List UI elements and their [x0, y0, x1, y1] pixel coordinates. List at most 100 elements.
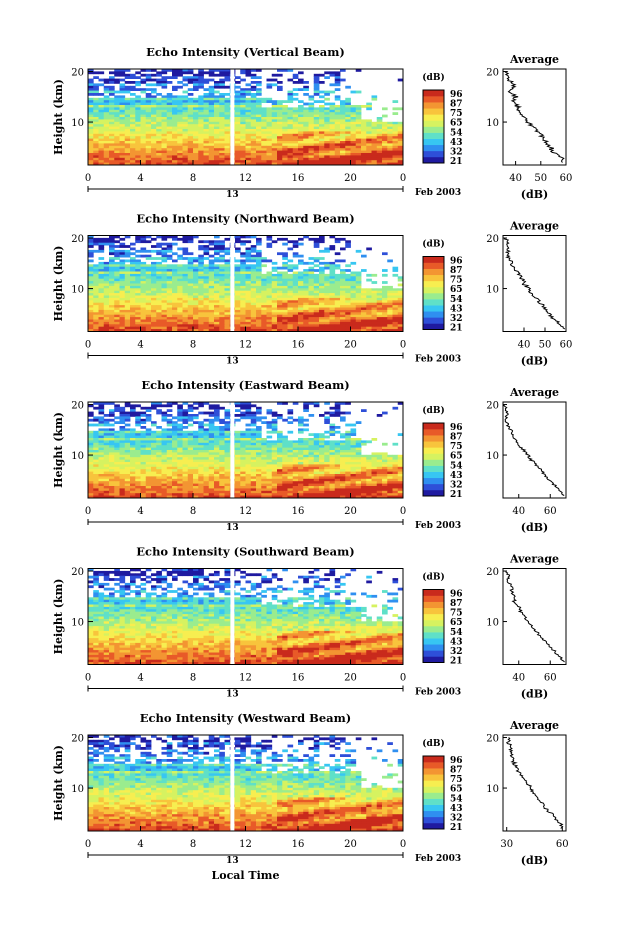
heatmap-cell [114, 153, 120, 156]
heatmap-cell [308, 276, 315, 280]
heatmap-cell [161, 466, 168, 470]
heatmap-cell [219, 297, 225, 301]
heatmap-cell [109, 157, 115, 161]
heatmap-cell [151, 462, 157, 465]
heatmap-cell [103, 90, 110, 94]
heatmap-cell [308, 450, 315, 453]
heatmap-cell [387, 126, 393, 130]
heatmap-cell [88, 145, 94, 149]
heatmap-cell [124, 428, 131, 432]
heatmap-cell [277, 416, 283, 420]
heatmap-cell [334, 297, 341, 301]
heatmap-cell [208, 131, 215, 135]
heatmap-cell [208, 452, 215, 456]
heatmap-cell [319, 329, 325, 332]
heatmap-cell [103, 307, 110, 311]
heatmap-cell [250, 160, 257, 163]
heatmap-cell [161, 254, 168, 258]
heatmap-cell [256, 273, 262, 277]
heatmap-cell [397, 402, 404, 405]
heatmap-cell [172, 69, 178, 72]
heatmap-cell [324, 141, 330, 144]
heatmap-cell [161, 160, 168, 163]
heatmap-cell [261, 155, 267, 159]
heatmap-cell [161, 121, 168, 125]
heatmap-cell [366, 155, 372, 159]
heatmap-cell [151, 321, 157, 325]
heatmap-cell [397, 138, 404, 142]
heatmap-cell [114, 302, 120, 306]
heatmap-cell [334, 329, 341, 332]
heatmap-cell [266, 155, 273, 159]
heatmap-cell [203, 295, 210, 299]
heatmap-cell [340, 459, 346, 463]
heatmap-cell [119, 100, 126, 103]
heatmap-cell [193, 447, 199, 451]
heatmap-cell [140, 307, 147, 311]
heatmap-cell [240, 264, 246, 268]
heatmap-cell [208, 438, 215, 441]
heatmap-cell [208, 411, 215, 415]
heatmap-cell [166, 235, 173, 239]
heatmap-cell [109, 81, 115, 84]
heatmap-cell [214, 457, 220, 460]
heatmap-cell [219, 438, 225, 441]
heatmap-cell [88, 141, 94, 144]
heatmap-cell [124, 97, 131, 101]
heatmap-cell [156, 305, 162, 308]
heatmap-cell [240, 430, 246, 434]
heatmap-cell [392, 141, 399, 144]
heatmap-cell [198, 438, 204, 441]
heatmap-cell [130, 124, 136, 127]
heatmap-cell [292, 160, 299, 163]
heatmap-cell [182, 300, 189, 304]
heatmap-cell [308, 124, 315, 127]
heatmap-cell [256, 136, 262, 139]
heatmap-cell [235, 283, 241, 287]
heatmap-cell [109, 464, 115, 468]
heatmap-cell [193, 76, 199, 79]
heatmap-cell [203, 240, 210, 244]
heatmap-cell [334, 411, 341, 415]
heatmap-cell [214, 271, 220, 275]
heatmap-cell [250, 321, 257, 325]
heatmap-cell [313, 150, 320, 154]
heatmap-cell [366, 290, 372, 294]
heatmap-cell [287, 240, 294, 244]
heatmap-cell [151, 404, 157, 408]
heatmap-cell [166, 117, 173, 120]
heatmap-cell [103, 324, 110, 328]
heatmap-cell [250, 433, 257, 436]
heatmap-cell [371, 300, 378, 304]
heatmap-cell [282, 155, 288, 159]
heatmap-cell [240, 440, 246, 444]
heatmap-cell [166, 321, 173, 325]
heatmap-cell [166, 97, 173, 101]
heatmap-cell [114, 155, 120, 159]
heatmap-cell [266, 281, 273, 284]
heatmap-cell [214, 114, 220, 118]
heatmap-cell [250, 141, 257, 144]
heatmap-cell [355, 126, 362, 130]
heatmap-cell [355, 119, 362, 123]
heatmap-cell [250, 69, 257, 72]
heatmap-cell [355, 309, 362, 313]
heatmap-cell [145, 317, 152, 320]
heatmap-cell [161, 136, 168, 139]
heatmap-cell [156, 73, 162, 77]
heatmap-cell [240, 305, 246, 308]
heatmap-cell [240, 402, 246, 405]
heatmap-cell [193, 450, 199, 453]
heatmap-cell [235, 124, 241, 127]
heatmap-cell [366, 329, 372, 332]
heatmap-cell [350, 121, 357, 125]
heatmap-cell [345, 242, 351, 246]
heatmap-cell [166, 162, 173, 166]
heatmap-cell [298, 317, 304, 320]
heatmap-cell [98, 240, 105, 244]
heatmap-cell [224, 264, 231, 268]
heatmap-cell [103, 447, 110, 451]
heatmap-cell [161, 283, 168, 287]
heatmap-cell [313, 107, 320, 111]
heatmap-cell [193, 102, 199, 106]
